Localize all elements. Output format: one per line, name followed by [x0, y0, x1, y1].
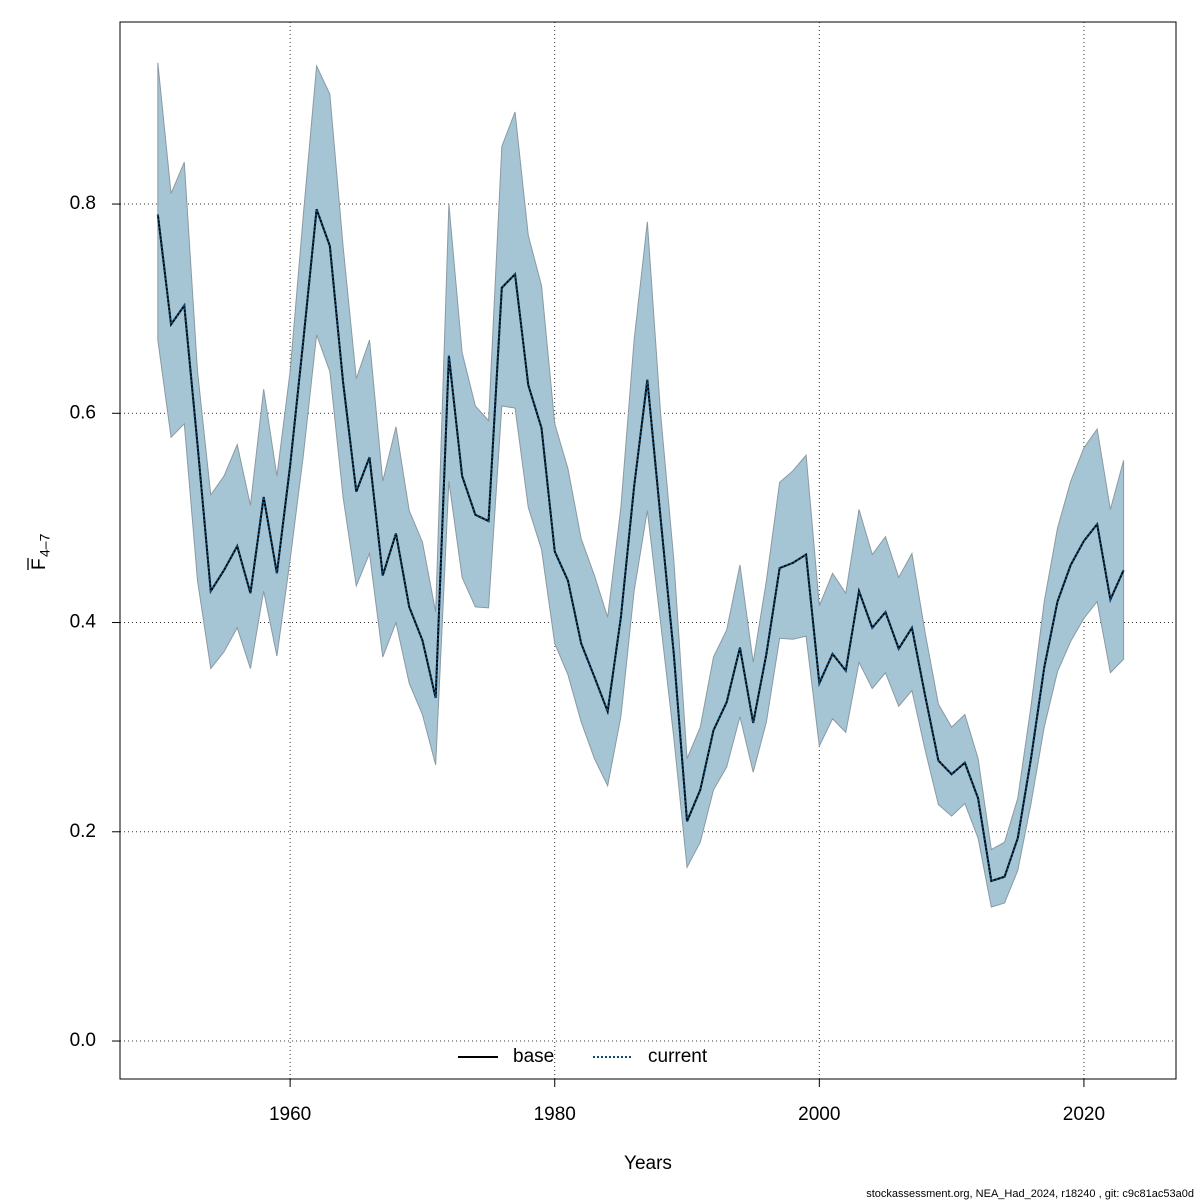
y-tick-label: 0.4	[70, 612, 97, 633]
y-label-subscript: 4–7	[37, 533, 53, 557]
y-tick-label: 0.2	[70, 821, 96, 842]
y-axis-label: F 4–7	[27, 533, 53, 570]
x-tick-label: 1980	[534, 1104, 576, 1125]
plot-frame	[119, 21, 1177, 1080]
x-tick-label: 2020	[1063, 1104, 1105, 1125]
x-tick-label: 2000	[798, 1104, 840, 1125]
confidence-band	[157, 62, 1125, 908]
y-label-main: F	[29, 558, 50, 570]
y-tick-label: 0.6	[70, 402, 96, 423]
x-axis-label: Years	[624, 1153, 672, 1174]
legend-label: current	[648, 1046, 708, 1067]
legend-label: base	[513, 1046, 554, 1067]
y-tick-label: 0.0	[70, 1030, 96, 1051]
footer: stockassessment.org, NEA_Had_2024, r1824…	[866, 1188, 1194, 1200]
x-tick-label: 1960	[269, 1104, 311, 1125]
series-line	[156, 208, 1125, 883]
y-tick-label: 0.8	[70, 193, 96, 214]
